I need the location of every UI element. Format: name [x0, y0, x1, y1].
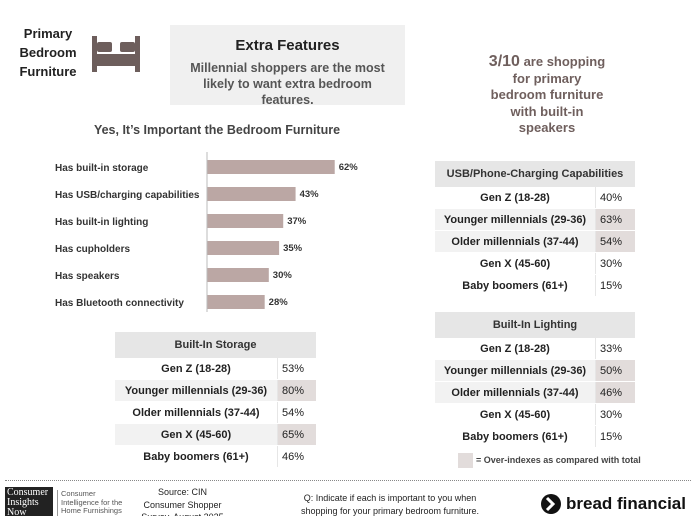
table-row: Older millennials (37-44) 54% [435, 230, 635, 253]
category-label: Has cupholders [55, 244, 130, 255]
category-label: Has USB/charging capabilities [55, 190, 200, 201]
table-header-row: Built-In Storage [115, 332, 316, 358]
value-label: 35% [283, 243, 303, 254]
table-row: Gen X (45-60) 30% [435, 403, 635, 426]
table-row: Gen X (45-60) 65% [115, 423, 316, 446]
row-value: 65% [277, 423, 316, 446]
row-value: 33% [595, 338, 635, 360]
source: Source: CIN Consumer Shopper Survey, Aug… [141, 487, 223, 516]
table-title: Built-In Lighting [435, 312, 635, 338]
table-row: Gen Z (18-28) 33% [435, 338, 635, 360]
chart-title: Yes, It’s Important the Bedroom Furnitur… [94, 123, 340, 137]
value-label: 30% [273, 270, 293, 281]
table-header-row: USB/Phone-Charging Capabilities [435, 161, 635, 187]
row-label: Younger millennials (29-36) [435, 208, 596, 231]
table-row: Younger millennials (29-36) 50% [435, 359, 635, 382]
section-title: Primary Bedroom Furniture [19, 26, 77, 79]
value-label: 28% [269, 297, 289, 308]
cin-text: Consumer Intelligence for the Home Furni… [57, 489, 131, 516]
row-value: 30% [595, 252, 635, 275]
row-value: 50% [595, 359, 635, 382]
table-row: Younger millennials (29-36) 63% [435, 208, 635, 231]
row-label: Baby boomers (61+) [435, 274, 596, 297]
box-text: Millennial shoppers are the most likely … [190, 61, 385, 107]
brand-icon [541, 494, 561, 514]
row-value: 63% [595, 208, 635, 231]
row-value: 15% [595, 425, 635, 448]
row-value: 53% [277, 358, 316, 380]
table-row: Younger millennials (29-36) 80% [115, 379, 316, 402]
category-label: Has speakers [55, 271, 120, 282]
row-label: Older millennials (37-44) [115, 401, 278, 424]
table-row: Gen Z (18-28) 40% [435, 187, 635, 209]
bed-icon [92, 36, 140, 72]
value-label: 37% [287, 216, 307, 227]
brand-name: bread financial [566, 494, 686, 513]
callout-highlight: 3/10 [488, 53, 520, 70]
table-row: Gen Z (18-28) 53% [115, 358, 316, 380]
row-label: Gen X (45-60) [435, 252, 596, 275]
row-label: Older millennials (37-44) [435, 230, 596, 253]
callout-text: are shopping for primary bedroom furnitu… [490, 54, 606, 135]
bar [207, 268, 269, 282]
category-label: Has built-in storage [55, 163, 149, 174]
row-label: Younger millennials (29-36) [115, 379, 278, 402]
table-row: Baby boomers (61+) 15% [435, 274, 635, 297]
table-row: Older millennials (37-44) 54% [115, 401, 316, 424]
footer-rule [5, 480, 691, 481]
bar [207, 241, 280, 255]
table-row: Baby boomers (61+) 15% [435, 425, 635, 448]
callout: 3/10 are shopping for primary bedroom fu… [486, 53, 608, 137]
category-label: Has Bluetooth connectivity [55, 298, 184, 309]
bar [207, 295, 265, 309]
row-value: 54% [277, 401, 316, 424]
table-title: USB/Phone-Charging Capabilities [435, 161, 635, 187]
row-label: Gen Z (18-28) [115, 358, 278, 380]
row-label: Gen X (45-60) [435, 403, 596, 426]
cin-logo: Consumer Insights Now [5, 487, 53, 516]
bar [207, 160, 335, 174]
row-value: 40% [595, 187, 635, 209]
row-label: Older millennials (37-44) [435, 381, 596, 404]
table-row: Baby boomers (61+) 46% [115, 445, 316, 468]
data-table: Built-In Lighting Gen Z (18-28) 33% Younger… [435, 312, 635, 448]
table-title: Built-In Storage [115, 332, 316, 358]
row-value: 30% [595, 403, 635, 426]
box-title: Extra Features [235, 37, 340, 54]
row-value: 80% [277, 379, 316, 402]
feature-box: Extra Features Millennial shoppers are t… [170, 25, 405, 107]
row-value: 15% [595, 274, 635, 297]
row-label: Gen Z (18-28) [435, 338, 596, 360]
data-table: Built-In Storage Gen Z (18-28) 53% Younger … [115, 332, 316, 468]
row-value: 54% [595, 230, 635, 253]
row-label: Gen X (45-60) [115, 423, 278, 446]
row-label: Baby boomers (61+) [115, 445, 278, 468]
row-value: 46% [595, 381, 635, 404]
category-label: Has built-in lighting [55, 217, 148, 228]
value-label: 62% [339, 162, 359, 173]
data-table: USB/Phone-Charging Capabilities Gen Z (18… [435, 161, 635, 297]
bar-chart: Yes, It’s Important the Bedroom Furnitur… [55, 123, 359, 312]
table-row: Older millennials (37-44) 46% [435, 381, 635, 404]
table-header-row: Built-In Lighting [435, 312, 635, 338]
row-label: Baby boomers (61+) [435, 425, 596, 448]
row-label: Gen Z (18-28) [435, 187, 596, 209]
legend-text: = Over-indexes as compared with total [476, 455, 641, 465]
bar [207, 187, 296, 201]
row-label: Younger millennials (29-36) [435, 359, 596, 382]
row-value: 46% [277, 445, 316, 468]
bar [207, 214, 284, 228]
legend-swatch [458, 453, 473, 468]
table-row: Gen X (45-60) 30% [435, 252, 635, 275]
value-label: 43% [300, 189, 320, 200]
question: Q: Indicate if each is important to you … [300, 493, 480, 516]
brand: bread financial [540, 493, 690, 515]
